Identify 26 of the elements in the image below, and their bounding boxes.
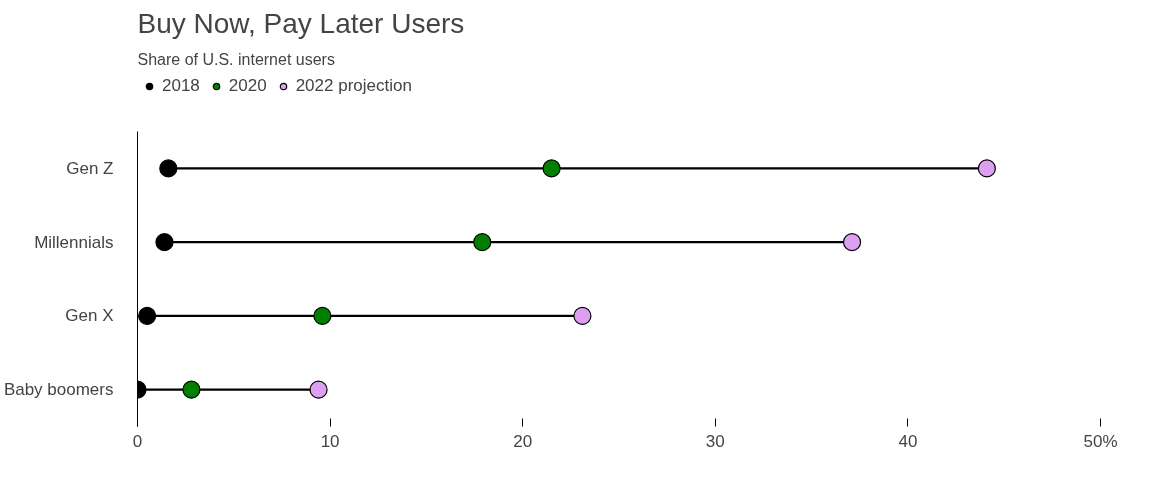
chart-title: Buy Now, Pay Later Users bbox=[137, 7, 465, 39]
point bbox=[473, 233, 492, 252]
point bbox=[138, 306, 157, 325]
x-tick-label: 10 bbox=[320, 431, 340, 451]
y-tick-label: Baby boomers bbox=[3, 380, 114, 400]
legend-label: 2022 projection bbox=[295, 76, 412, 96]
x-tick-label: 30 bbox=[705, 431, 725, 451]
x-tick-label: 50% bbox=[1083, 431, 1118, 451]
legend-label: 2020 bbox=[228, 76, 267, 96]
point bbox=[159, 159, 178, 178]
point bbox=[309, 380, 328, 399]
point bbox=[182, 380, 201, 399]
point bbox=[977, 159, 996, 178]
chart-subtitle: Share of U.S. internet users bbox=[137, 50, 335, 68]
point bbox=[155, 233, 174, 252]
point bbox=[313, 306, 332, 325]
y-tick-label: Gen X bbox=[65, 306, 114, 326]
point bbox=[573, 306, 592, 325]
x-tick-label: 0 bbox=[132, 431, 143, 451]
legend-label: 2018 bbox=[162, 76, 200, 96]
x-tick-label: 20 bbox=[513, 431, 533, 451]
point bbox=[842, 233, 862, 252]
x-tick-label: 40 bbox=[898, 431, 918, 451]
y-tick-label: Millennials bbox=[34, 232, 114, 252]
point bbox=[542, 159, 561, 178]
y-tick-label: Gen Z bbox=[66, 158, 114, 178]
